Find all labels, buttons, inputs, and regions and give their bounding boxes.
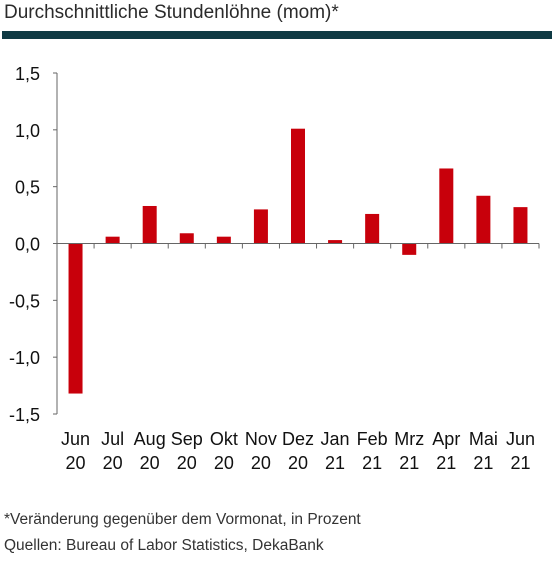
axes	[56, 73, 540, 414]
footnote: *Veränderung gegenüber dem Vormonat, in …	[4, 511, 361, 528]
bar	[142, 205, 157, 244]
x-tick-label-month: Apr	[432, 429, 460, 449]
x-tick-label-month: Nov	[245, 429, 277, 449]
x-tick-label-month: Mai	[469, 429, 498, 449]
bar	[68, 243, 83, 394]
x-tick-label-year: 21	[399, 453, 419, 473]
y-tick-label: -0,5	[9, 291, 40, 311]
x-tick-label-year: 21	[510, 453, 530, 473]
x-tick-label-month: Feb	[357, 429, 388, 449]
bar	[476, 195, 491, 244]
x-tick-label-year: 20	[103, 453, 123, 473]
x-tick-label-month: Jan	[321, 429, 350, 449]
x-tick-label-month: Jun	[61, 429, 90, 449]
bars	[68, 128, 528, 394]
x-tick-label-year: 21	[436, 453, 456, 473]
sources-note: Quellen: Bureau of Labor Statistics, Dek…	[4, 537, 324, 554]
x-tick-label-year: 20	[66, 453, 86, 473]
bar	[253, 209, 268, 244]
x-tick-label-month: Jun	[506, 429, 535, 449]
y-tick-label: 0,5	[15, 178, 40, 198]
x-tick-label-month: Aug	[134, 429, 166, 449]
y-tick-label: 1,5	[15, 64, 40, 84]
bar	[402, 243, 417, 255]
x-tick-label-year: 20	[251, 453, 271, 473]
chart-title: Durchschnittliche Stundenlöhne (mom)*	[4, 2, 339, 23]
x-tick-label-year: 21	[325, 453, 345, 473]
y-tick-label: 1,0	[15, 121, 40, 141]
x-tick-label-month: Mrz	[394, 429, 424, 449]
x-tick-label-month: Okt	[210, 429, 238, 449]
x-tick-label-year: 21	[473, 453, 493, 473]
y-axis-ticks: 1,5 1,0 0,5 0,0 -0,5 -1,0 -1,5	[9, 64, 57, 425]
bar	[105, 236, 120, 244]
title-rule	[2, 31, 552, 39]
bar	[365, 213, 380, 244]
y-tick-label: 0,0	[15, 235, 40, 255]
bar	[513, 207, 528, 244]
x-tick-label-year: 20	[177, 453, 197, 473]
y-tick-label: -1,5	[9, 405, 40, 425]
bar	[291, 128, 305, 244]
x-tick-label-year: 20	[288, 453, 308, 473]
x-axis-ticks: Jun 20 Jul 20 Aug 20 Sep 20 Okt 20 Nov 20 Dez 20 Jan 21…	[61, 429, 535, 473]
y-tick-label: -1,0	[9, 348, 40, 368]
x-tick-label-year: 20	[140, 453, 160, 473]
bar	[439, 168, 454, 244]
x-tick-label-month: Jul	[101, 429, 124, 449]
x-tick-label-month: Sep	[171, 429, 203, 449]
bar	[328, 240, 343, 244]
x-tick-label-year: 20	[214, 453, 234, 473]
x-tick-label-year: 21	[362, 453, 382, 473]
x-tick-label-month: Dez	[282, 429, 314, 449]
bar	[179, 233, 194, 244]
bar	[216, 236, 231, 244]
